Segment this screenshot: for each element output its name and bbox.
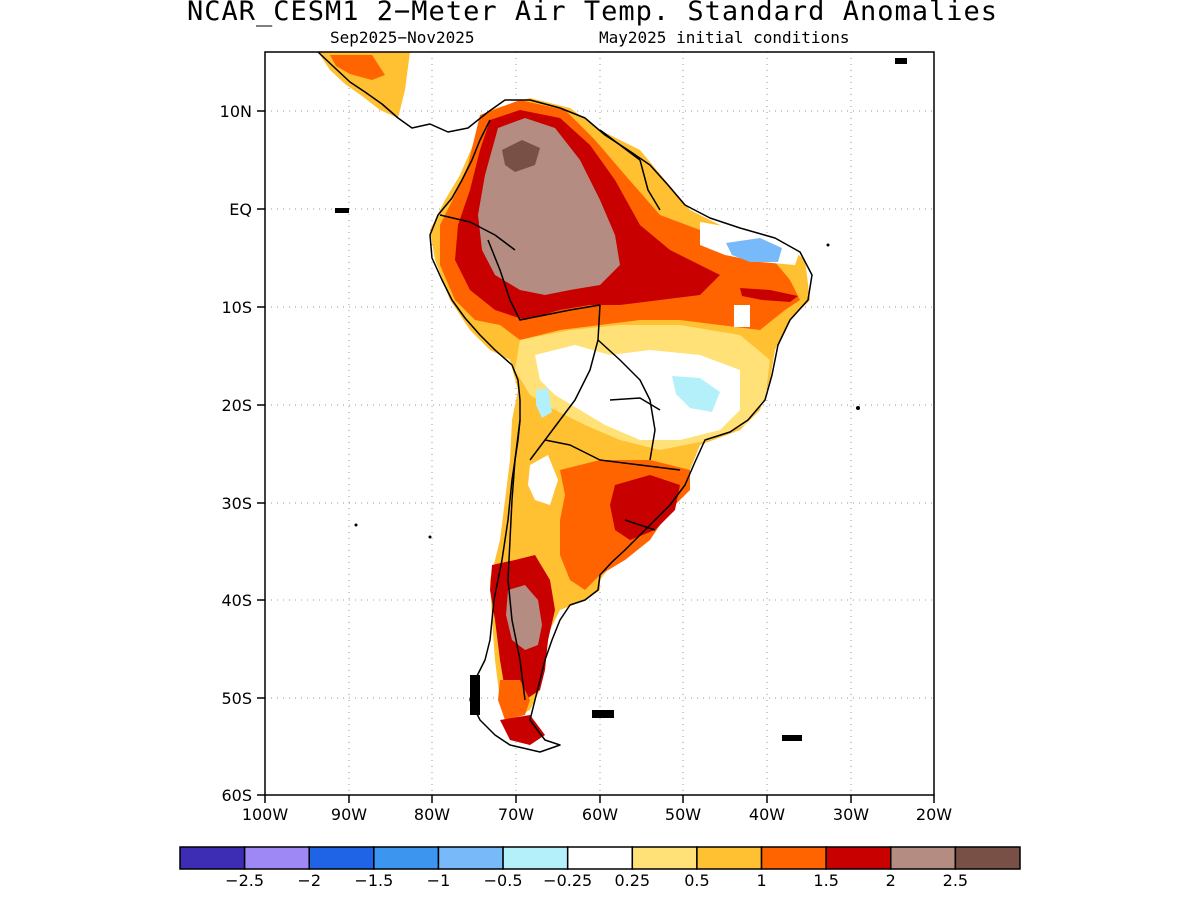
lat-label: 40S xyxy=(221,591,252,610)
axis-ticks xyxy=(257,110,935,803)
map-title: NCAR_CESM1 2−Meter Air Temp. Standard An… xyxy=(186,0,998,27)
colorbar-label: 0.5 xyxy=(684,871,709,890)
lon-labels: 100W 90W 80W 70W 60W 50W 40W 30W 20W xyxy=(242,805,952,824)
lat-label: 10N xyxy=(220,102,252,121)
lon-label: 80W xyxy=(414,805,450,824)
islands xyxy=(335,58,907,741)
colorbar-label: −0.25 xyxy=(543,871,592,890)
init-subtitle: May2025 initial conditions xyxy=(599,28,850,47)
colorbar-swatch xyxy=(179,846,246,870)
coastline xyxy=(317,51,813,753)
colorbar-swatch xyxy=(696,846,763,870)
colorbar-swatch xyxy=(566,846,634,870)
lat-label: 20S xyxy=(221,396,252,415)
central-lightblue-patch xyxy=(672,376,720,412)
colorbar-swatch xyxy=(760,846,827,870)
colorbar: −2.5 −2 −1.5 −1 −0.5 −0.25 0.25 0.5 1 1.5 2 2.5 xyxy=(179,846,1021,890)
colorbar-label: −2.5 xyxy=(225,871,264,890)
south-white-patch xyxy=(528,455,558,505)
colorbar-label: −1 xyxy=(427,871,451,890)
tierra-del-fuego xyxy=(500,715,545,745)
lat-label: 50S xyxy=(221,689,252,708)
colorbar-label: −0.5 xyxy=(484,871,523,890)
central-america-hot xyxy=(330,55,385,80)
lon-label: 100W xyxy=(242,805,289,824)
altiplano-lightblue xyxy=(536,388,552,418)
colorbar-swatch xyxy=(890,846,957,870)
lon-label: 20W xyxy=(916,805,952,824)
colorbar-swatch xyxy=(825,846,892,870)
north-darkbrown-core xyxy=(502,140,540,172)
lon-label: 50W xyxy=(665,805,701,824)
lat-label: EQ xyxy=(229,200,252,219)
northeast-darkred-streak xyxy=(740,288,798,302)
colorbar-label: −2 xyxy=(297,871,321,890)
colorbar-swatch xyxy=(373,846,440,870)
lon-label: 60W xyxy=(582,805,618,824)
colorbar-swatch xyxy=(502,846,569,870)
central-white-zone xyxy=(535,345,740,440)
anomaly-shading xyxy=(318,52,810,745)
lon-label: 90W xyxy=(331,805,367,824)
period-subtitle: Sep2025−Nov2025 xyxy=(330,28,475,47)
colorbar-swatch xyxy=(437,846,504,870)
colorbar-label: 1 xyxy=(756,871,766,890)
northeast-blue-patch xyxy=(726,238,782,262)
colorbar-label: 0.25 xyxy=(614,871,650,890)
south-darkred-zone xyxy=(610,475,680,540)
colorbar-label: 2.5 xyxy=(943,871,968,890)
lat-labels: 10N EQ 10S 20S 30S 40S 50S 60S xyxy=(220,102,252,805)
lon-label: 40W xyxy=(749,805,785,824)
patagonia-south-orange xyxy=(498,680,530,720)
colorbar-label: 1.5 xyxy=(813,871,838,890)
lat-label: 10S xyxy=(221,298,252,317)
northeast-white-square xyxy=(734,305,750,327)
lat-label: 60S xyxy=(221,786,252,805)
lon-label: 70W xyxy=(498,805,534,824)
lat-label: 30S xyxy=(221,494,252,513)
colorbar-label: 2 xyxy=(886,871,896,890)
colorbar-swatch xyxy=(954,846,1021,870)
colorbar-swatch xyxy=(308,846,375,870)
colorbar-swatch xyxy=(631,846,698,870)
colorbar-label: −1.5 xyxy=(354,871,393,890)
lon-label: 30W xyxy=(833,805,869,824)
colorbar-swatch xyxy=(243,846,310,870)
